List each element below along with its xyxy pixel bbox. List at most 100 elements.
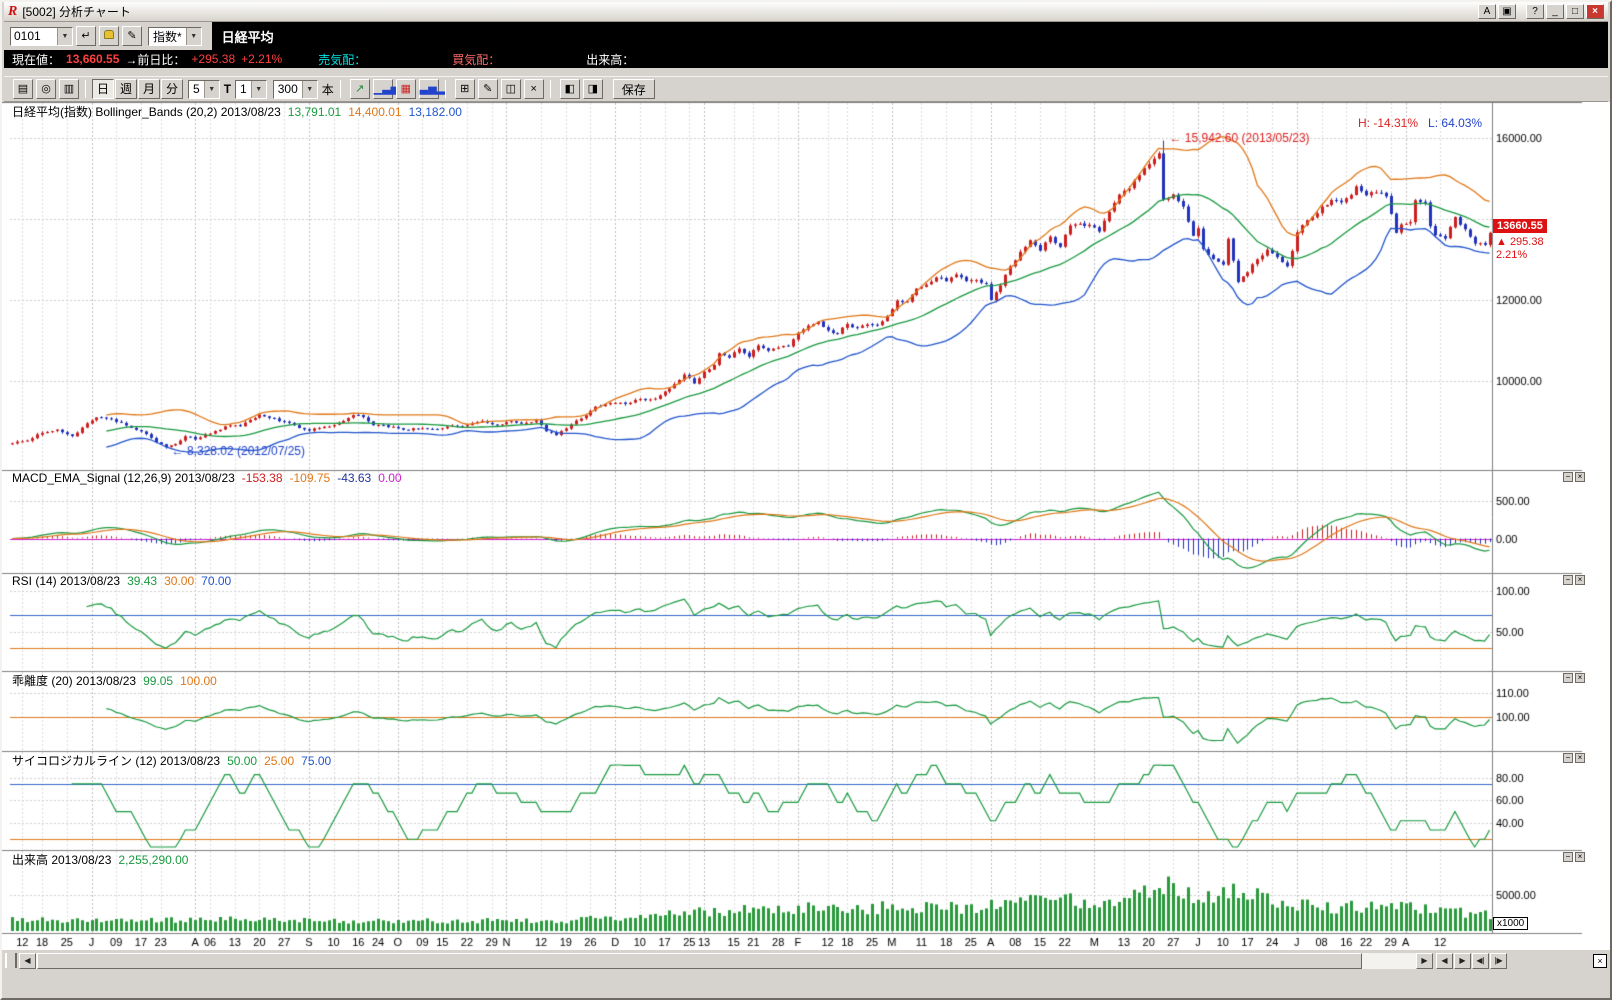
lock-button[interactable] — [99, 26, 119, 46]
legend-segment: 25.00 — [264, 754, 295, 768]
period-day-button[interactable]: 日 — [92, 79, 114, 99]
app-logo-icon: R — [8, 3, 18, 19]
scrollbar-thumb[interactable] — [37, 952, 1362, 969]
macd-panel-controls: − × — [1563, 472, 1585, 482]
window-style-button[interactable]: ▣ — [1498, 4, 1516, 19]
scrollbar-track[interactable] — [36, 952, 1416, 969]
window-title: [5002] 分析チャート — [22, 5, 131, 19]
bar-chart-button[interactable]: ▁▃▅ — [372, 79, 399, 99]
close-panel-button[interactable]: × — [1575, 753, 1585, 763]
line-chart-icon: ↗ — [355, 82, 365, 95]
candle-chart-button[interactable]: ▦ — [395, 79, 416, 99]
bar-chart-icon: ▁▃▅ — [373, 82, 400, 95]
layout-right-button[interactable]: ◨ — [582, 79, 603, 99]
legend-segment: -153.38 — [241, 471, 283, 485]
legend-segment: 39.43 — [127, 574, 158, 588]
change-value: +295.38 — [191, 52, 236, 66]
minimize-panel-button[interactable]: − — [1563, 753, 1573, 763]
draw-button[interactable]: ✎ — [477, 79, 498, 99]
zoom-button[interactable]: ◎ — [36, 79, 56, 99]
page-left-button[interactable]: ◀ — [1436, 952, 1453, 969]
symbol-code-input[interactable] — [11, 28, 57, 44]
maximize-button[interactable]: □ — [1566, 4, 1584, 19]
chart-canvas[interactable] — [2, 102, 1610, 950]
close-panel-button[interactable]: × — [1575, 575, 1585, 585]
line-chart-button[interactable]: ↗ — [349, 79, 370, 99]
period-minute-button[interactable]: 分 — [161, 79, 183, 99]
titlebar: R [5002] 分析チャート A ▣ ? _ □ × — [4, 2, 1608, 22]
eraser-icon: ◫ — [505, 82, 516, 95]
layout-left-icon: ◧ — [564, 82, 575, 95]
bar-count-select[interactable]: 300 ▼ — [272, 79, 318, 99]
legend-segment: 0.00 — [378, 471, 402, 485]
volume-chart-icon: ▃▅▂ — [419, 82, 446, 95]
quote-info-bar: 現在値： 13,660.55 →前日比： +295.38 +2.21% 売気配：… — [4, 50, 1608, 68]
chevron-down-icon[interactable]: ▼ — [57, 27, 72, 45]
current-price-marker: 13660.55 — [1493, 219, 1547, 233]
page-right-button[interactable]: ▶ — [1454, 952, 1471, 969]
step-right-button[interactable]: |▶ — [1490, 952, 1507, 969]
new-chart-button[interactable]: ▤ — [13, 79, 33, 99]
volume-panel-controls: − × — [1563, 852, 1585, 862]
close-panel-button[interactable]: × — [1575, 472, 1585, 482]
symbol-name: 日経平均 — [221, 29, 274, 45]
lock-icon — [104, 29, 114, 39]
close-panel-button[interactable]: × — [1575, 852, 1585, 862]
kairi-panel-controls: − × — [1563, 673, 1585, 683]
page-setup-button[interactable]: ▥ — [59, 79, 79, 99]
document-icon: ▤ — [17, 82, 29, 95]
minimize-panel-button[interactable]: − — [1563, 673, 1573, 683]
low-pct: L: 64.03% — [1428, 116, 1483, 130]
minimize-panel-button[interactable]: − — [1563, 575, 1573, 585]
index-select[interactable]: 指数* ▼ — [148, 26, 202, 46]
delete-button[interactable]: × — [523, 79, 544, 99]
minimize-panel-button[interactable]: − — [1563, 852, 1573, 862]
minute-interval-value: 5 — [193, 82, 200, 96]
minimize-panel-button[interactable]: − — [1563, 472, 1573, 482]
font-size-button[interactable]: A — [1478, 4, 1496, 19]
legend-segment: 日経平均(指数) Bollinger_Bands (20,2) 2013/08/… — [12, 105, 281, 119]
change-pct-value: +2.21% — [241, 52, 283, 66]
chevron-down-icon[interactable]: ▼ — [250, 80, 266, 98]
legend-segment: -43.63 — [337, 471, 372, 485]
tick-label: T — [223, 82, 232, 96]
symbol-code-combo[interactable]: ▼ — [10, 26, 73, 46]
main-panel-legend: 日経平均(指数) Bollinger_Bands (20,2) 2013/08/… — [12, 103, 469, 120]
memo-icon: ✎ — [127, 29, 137, 42]
high-low-pct-label: H: -14.31% L: 64.03% — [1358, 116, 1482, 130]
index-select-value: 指数* — [153, 29, 182, 44]
bar-count-value: 300 — [277, 82, 298, 96]
separator — [339, 80, 341, 98]
chevron-down-icon[interactable]: ▼ — [301, 80, 317, 98]
period-week-button[interactable]: 週 — [115, 79, 137, 99]
memo-button[interactable]: ✎ — [122, 26, 142, 46]
chevron-down-icon[interactable]: ▼ — [203, 80, 219, 98]
scroll-right-button[interactable]: ▶ — [1416, 952, 1433, 969]
chart-toolbar: ▤ ◎ ▥ 日 週 月 分 5 ▼ T 1 ▼ 300 ▼ 本 ↗ ▁▃▅ ▦ … — [4, 76, 1608, 102]
scrollbar-close-button[interactable]: × — [1593, 953, 1607, 968]
scrollbar-grip[interactable] — [5, 953, 17, 968]
close-button[interactable]: × — [1586, 4, 1604, 19]
kairi-panel-legend: 乖離度 (20) 2013/08/23 99.05 100.00 — [12, 672, 224, 689]
volume-chart-button[interactable]: ▃▅▂ — [418, 79, 445, 99]
scroll-left-button[interactable]: ◀ — [19, 952, 36, 969]
help-button[interactable]: ? — [1526, 4, 1544, 19]
chevron-down-icon[interactable]: ▼ — [185, 27, 201, 45]
legend-segment: -109.75 — [289, 471, 331, 485]
minimize-button[interactable]: _ — [1546, 4, 1564, 19]
minute-interval-select[interactable]: 5 ▼ — [188, 79, 220, 99]
bar-unit-label: 本 — [321, 82, 334, 97]
current-price-value: 13,660.55 — [66, 52, 120, 66]
current-pct-marker: 2.21% — [1496, 249, 1528, 261]
layout-left-button[interactable]: ◧ — [559, 79, 580, 99]
grid-button[interactable]: ⊞ — [454, 79, 475, 99]
legend-segment: 50.00 — [227, 754, 258, 768]
save-button[interactable]: 保存 — [612, 79, 655, 99]
step-left-button[interactable]: ◀| — [1472, 952, 1489, 969]
legend-segment: 99.05 — [143, 674, 174, 688]
close-panel-button[interactable]: × — [1575, 673, 1585, 683]
eraser-button[interactable]: ◫ — [500, 79, 521, 99]
tick-interval-select[interactable]: 1 ▼ — [235, 79, 267, 99]
enter-button[interactable]: ↵ — [76, 26, 96, 46]
period-month-button[interactable]: 月 — [138, 79, 160, 99]
